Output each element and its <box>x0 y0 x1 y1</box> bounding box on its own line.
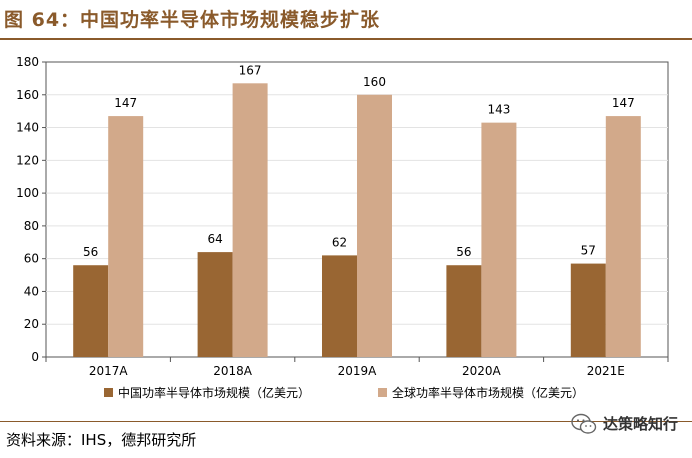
data-label: 160 <box>363 75 386 89</box>
brand-watermark: 达策略知行 <box>571 412 678 436</box>
bar <box>605 116 641 357</box>
brand-label: 达策略知行 <box>602 415 678 433</box>
x-tick-label: 2021E <box>587 364 625 378</box>
x-tick-label: 2020A <box>462 364 502 378</box>
data-label: 147 <box>612 96 635 110</box>
data-label: 167 <box>239 63 262 77</box>
data-label: 143 <box>487 103 510 117</box>
y-tick-label: 140 <box>16 121 39 135</box>
bar <box>197 252 233 357</box>
bar <box>570 263 606 357</box>
y-tick-label: 160 <box>16 88 39 102</box>
y-tick-label: 20 <box>24 317 39 331</box>
bar <box>481 122 517 357</box>
legend-swatch <box>378 388 387 397</box>
y-tick-label: 180 <box>16 55 39 69</box>
bottom-rule <box>0 421 692 422</box>
bar <box>73 265 109 357</box>
x-tick-label: 2018A <box>213 364 253 378</box>
x-tick-label: 2019A <box>338 364 378 378</box>
wechat-icon <box>571 413 597 434</box>
y-tick-label: 40 <box>24 284 39 298</box>
legend-label: 全球功率半导体市场规模（亿美元） <box>392 385 584 400</box>
x-tick-label: 2017A <box>89 364 129 378</box>
bar <box>108 116 144 357</box>
legend-label: 中国功率半导体市场规模（亿美元） <box>118 385 310 400</box>
data-label: 56 <box>83 245 98 259</box>
y-tick-label: 0 <box>31 350 39 364</box>
bar <box>322 255 357 357</box>
y-tick-label: 60 <box>24 252 39 266</box>
data-label: 147 <box>114 96 137 110</box>
data-label: 64 <box>207 232 222 246</box>
bar <box>232 83 268 358</box>
y-tick-label: 120 <box>16 153 39 167</box>
data-label: 56 <box>456 245 471 259</box>
figure-title: 图 64：中国功率半导体市场规模稳步扩张 <box>4 9 381 31</box>
source-note: 资料来源：IHS，德邦研究所 <box>6 431 197 449</box>
legend-swatch <box>104 388 113 397</box>
data-label: 57 <box>581 244 596 258</box>
bar <box>357 94 392 358</box>
bar-chart: 0 20 40 60 80 100 120 140 160 180 2017A 56 147 2018A 6… <box>16 55 669 400</box>
data-label: 62 <box>332 235 347 249</box>
y-tick-label: 100 <box>16 186 39 200</box>
title-rule <box>0 38 692 40</box>
y-tick-label: 80 <box>24 219 39 233</box>
bar <box>446 265 482 357</box>
